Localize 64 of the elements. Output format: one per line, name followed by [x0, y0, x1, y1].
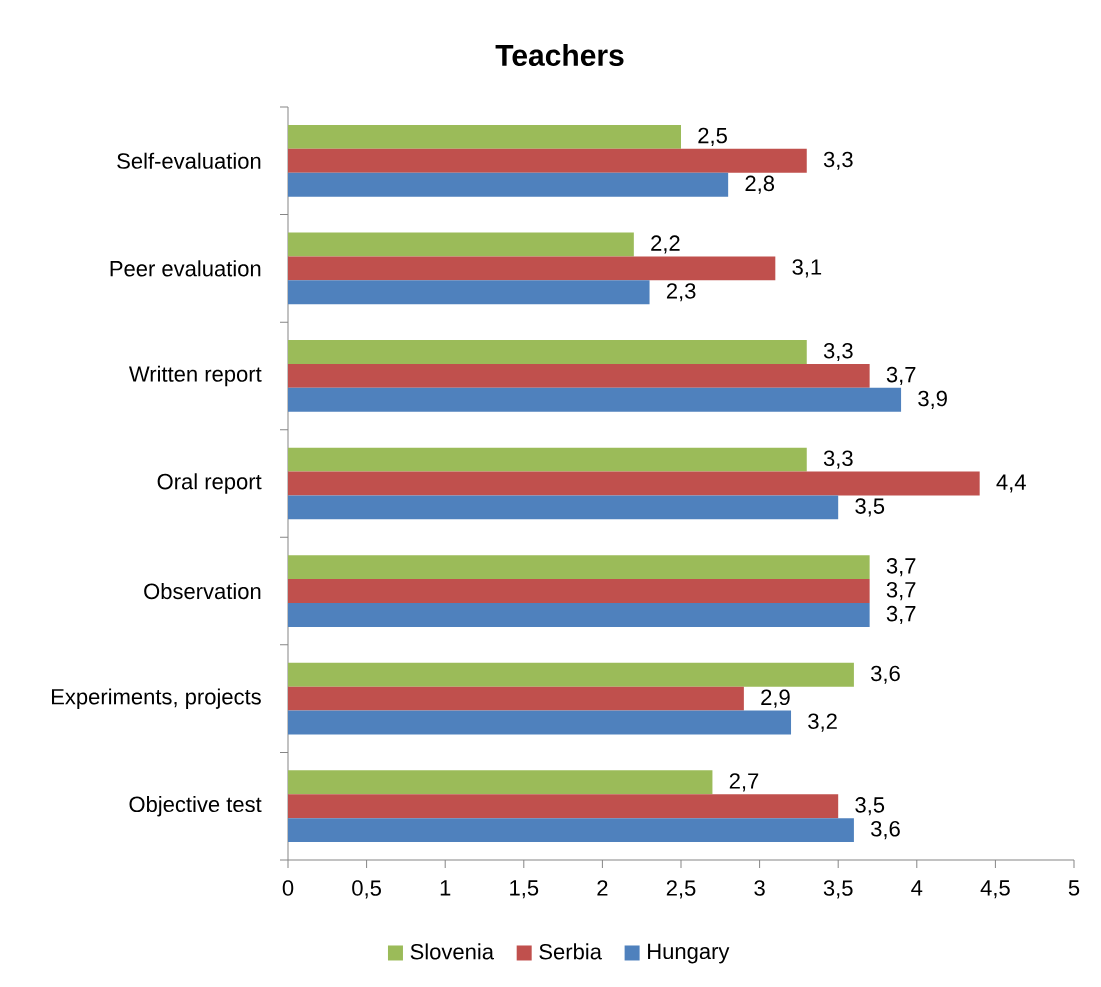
data-label: 3,3 [823, 450, 853, 469]
bar [288, 710, 792, 735]
bar [288, 387, 902, 412]
legend-label: Serbia [539, 943, 602, 960]
x-tick-label: 0,5 [352, 880, 381, 899]
data-label: 3,7 [886, 581, 916, 601]
bar [288, 280, 650, 305]
data-label: 2,8 [745, 175, 775, 194]
data-label: 3,7 [886, 558, 916, 577]
data-label: 2,7 [729, 773, 759, 792]
x-tick-label: 2,5 [666, 880, 696, 899]
data-label: 3,3 [823, 151, 853, 170]
data-label: 4,4 [996, 474, 1026, 493]
bar [288, 603, 870, 627]
x-tick-label: 3,5 [823, 880, 853, 899]
bar [288, 148, 807, 173]
x-tick-label: 2 [597, 880, 608, 896]
bar [288, 818, 854, 843]
bar [288, 124, 681, 149]
bar [288, 662, 854, 687]
data-label: 3,1 [792, 259, 822, 278]
bar [288, 770, 713, 795]
y-tick-label: Observation [144, 582, 261, 600]
data-label: 2,9 [761, 689, 790, 708]
x-tick-label: 3 [754, 880, 765, 896]
data-label: 2,3 [666, 283, 696, 302]
bar [288, 340, 807, 364]
data-label: 2,2 [651, 235, 680, 254]
data-label: 3,5 [855, 498, 885, 517]
bar [288, 495, 839, 520]
data-label: 3,2 [808, 713, 837, 732]
data-label: 3,6 [871, 665, 900, 684]
x-tick-label: 5 [1068, 880, 1080, 896]
bar [288, 471, 980, 496]
bar [288, 794, 839, 819]
y-tick-label: Objective test [129, 795, 262, 817]
legend-label: Hungary [648, 943, 730, 964]
y-tick-label: Peer evaluation [110, 260, 261, 277]
x-tick-label: 1 [440, 880, 451, 896]
x-tick-label: 0 [282, 880, 294, 896]
legend-label: Slovenia [410, 943, 494, 960]
data-label: 3,3 [823, 342, 853, 362]
data-label: 3,6 [871, 821, 900, 840]
data-label: 3,7 [886, 605, 916, 625]
x-tick-label: 4,5 [980, 880, 1010, 899]
bar [288, 172, 729, 197]
bar [288, 686, 744, 711]
chart-title: Teachers [495, 43, 624, 66]
x-tick-label: 4 [911, 880, 923, 896]
y-tick-label: Experiments, projects [52, 688, 261, 709]
bar [288, 256, 776, 281]
y-tick-label: Self-evaluation [117, 152, 261, 169]
bar [288, 232, 634, 257]
bar [288, 447, 807, 472]
bar [288, 555, 870, 580]
bar [288, 579, 870, 604]
y-tick-label: Oral report [157, 473, 262, 494]
bar [288, 363, 870, 388]
data-label: 3,7 [886, 366, 916, 386]
x-tick-label: 1,5 [510, 880, 539, 899]
data-label: 2,5 [698, 127, 727, 146]
data-label: 3,9 [918, 390, 947, 409]
data-label: 3,5 [855, 797, 885, 816]
y-tick-label: Written report [128, 365, 262, 387]
